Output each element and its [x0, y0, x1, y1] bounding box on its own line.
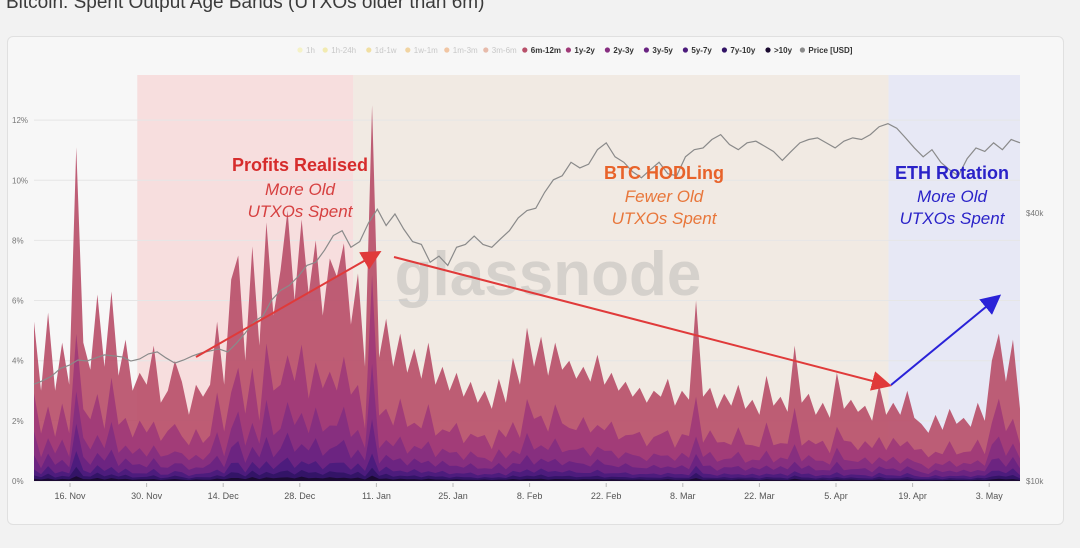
- legend-label: 5y-7y: [691, 46, 712, 55]
- x-tick-label: 30. Nov: [131, 491, 163, 501]
- legend-item-6m-12m[interactable]: 6m-12m: [522, 46, 561, 55]
- legend-dot: [444, 47, 450, 53]
- x-tick-label: 11. Jan: [362, 491, 391, 501]
- y-left-tick-label: 6%: [12, 297, 24, 306]
- legend-label: 1y-2y: [574, 46, 595, 55]
- legend-dot: [604, 47, 611, 53]
- legend-label: 7y-10y: [730, 46, 755, 55]
- annotation-hodl-line1: Fewer Old: [625, 187, 704, 206]
- legend-label: 1m-3m: [453, 46, 478, 55]
- legend-label: 2y-3y: [613, 46, 634, 55]
- legend-item-Price [USD][interactable]: Price [USD]: [799, 46, 853, 55]
- y-left-tick-label: 2%: [12, 417, 24, 426]
- legend-item-3y-5y[interactable]: 3y-5y: [643, 46, 674, 55]
- legend-label: 6m-12m: [531, 46, 561, 55]
- x-tick-label: 5. Apr: [824, 491, 848, 501]
- annotation-profits-line1: More Old: [265, 180, 335, 199]
- annotation-hodl: BTC HODLing Fewer Old UTXOs Spent: [604, 163, 724, 228]
- legend-label: 3m-6m: [492, 46, 517, 55]
- legend-dot: [799, 47, 806, 53]
- legend-dot: [483, 47, 489, 53]
- legend-dot: [405, 47, 411, 53]
- legend-item-5y-7y[interactable]: 5y-7y: [682, 46, 713, 55]
- annotation-profits: Profits Realised More Old UTXOs Spent: [232, 155, 368, 221]
- legend-label: 3y-5y: [652, 46, 673, 55]
- x-tick-label: 3. May: [976, 491, 1004, 501]
- legend-label: 1h: [306, 46, 315, 55]
- arrow-hodl-down: [393, 256, 892, 391]
- legend-label: Price [USD]: [808, 46, 852, 55]
- glassnode-watermark: glassnode: [395, 240, 702, 309]
- legend-dot: [322, 47, 328, 53]
- y-left-tick-label: 8%: [12, 236, 24, 245]
- page-title: Bitcoin: Spent Output Age Bands (UTXOs o…: [6, 0, 485, 13]
- annotation-profits-title: Profits Realised: [232, 155, 368, 175]
- annotation-eth-title: ETH Rotation: [895, 163, 1009, 183]
- legend-item-1y-2y[interactable]: 1y-2y: [565, 46, 596, 55]
- legend-label: 1h-24h: [331, 46, 356, 55]
- x-tick-label: 25. Jan: [438, 491, 468, 501]
- legend-item-1d-1w[interactable]: 1d-1w: [366, 46, 397, 55]
- annotation-eth-line1: More Old: [917, 187, 987, 206]
- annotation-profits-line2: UTXOs Spent: [248, 202, 354, 221]
- x-tick-label: 22. Mar: [744, 491, 775, 501]
- band-7y-10y: [34, 466, 1020, 481]
- legend-dot: [643, 47, 650, 53]
- y-right-tick-label: $40k: [1026, 209, 1044, 218]
- legend-item-1w-1m[interactable]: 1w-1m: [405, 46, 438, 55]
- legend-dot: [682, 47, 689, 53]
- legend-item-3m-6m[interactable]: 3m-6m: [483, 46, 517, 55]
- legend-item-2y-3y[interactable]: 2y-3y: [604, 46, 635, 55]
- chart-panel: glassnode 16. Nov 30. Nov 14. Dec 28. Dec 11…: [7, 36, 1064, 525]
- y-right-tick-label: $10k: [1026, 477, 1044, 486]
- x-tick-label: 16. Nov: [54, 491, 86, 501]
- legend-item-1h[interactable]: 1h: [297, 46, 315, 55]
- legend-label: >10y: [774, 46, 793, 55]
- legend-dot: [765, 47, 771, 53]
- x-tick-label: 19. Apr: [898, 491, 927, 501]
- x-tick-label: 22. Feb: [591, 491, 622, 501]
- legend-dot: [565, 47, 572, 53]
- annotation-eth: ETH Rotation More Old UTXOs Spent: [895, 163, 1009, 228]
- legend-item-7y-10y[interactable]: 7y-10y: [721, 46, 756, 55]
- annotation-eth-line2: UTXOs Spent: [900, 209, 1006, 228]
- y-left-tick-label: 0%: [12, 477, 24, 486]
- annotation-hodl-title: BTC HODLing: [604, 163, 724, 183]
- y-left-tick-label: 12%: [12, 116, 28, 125]
- chart-svg: glassnode 16. Nov 30. Nov 14. Dec 28. Dec 11…: [12, 46, 1044, 501]
- x-tick-label: 28. Dec: [284, 491, 316, 501]
- price-line: [33, 122, 1021, 385]
- band->10y: [34, 475, 1020, 481]
- x-tick-label: 8. Mar: [670, 491, 696, 501]
- annotation-hodl-line2: UTXOs Spent: [612, 209, 718, 228]
- y-left-tick-label: 4%: [12, 357, 24, 366]
- y-left-tick-label: 10%: [12, 176, 28, 185]
- arrow-eth-up: [890, 294, 1002, 386]
- x-tick-label: 8. Feb: [517, 491, 543, 501]
- legend-dot: [297, 47, 303, 53]
- legend-label: 1w-1m: [414, 46, 438, 55]
- x-tick-label: 14. Dec: [208, 491, 240, 501]
- arrow-profits-up: [195, 251, 382, 358]
- legend-dot: [522, 47, 528, 53]
- bottom-strip: [0, 536, 1080, 548]
- legend-label: 1d-1w: [375, 46, 397, 55]
- legend-item-1m-3m[interactable]: 1m-3m: [444, 46, 478, 55]
- legend-dot: [366, 47, 372, 53]
- legend-dot: [721, 47, 728, 53]
- legend-item-1h-24h[interactable]: 1h-24h: [322, 46, 357, 55]
- legend-item->10y[interactable]: >10y: [765, 46, 793, 55]
